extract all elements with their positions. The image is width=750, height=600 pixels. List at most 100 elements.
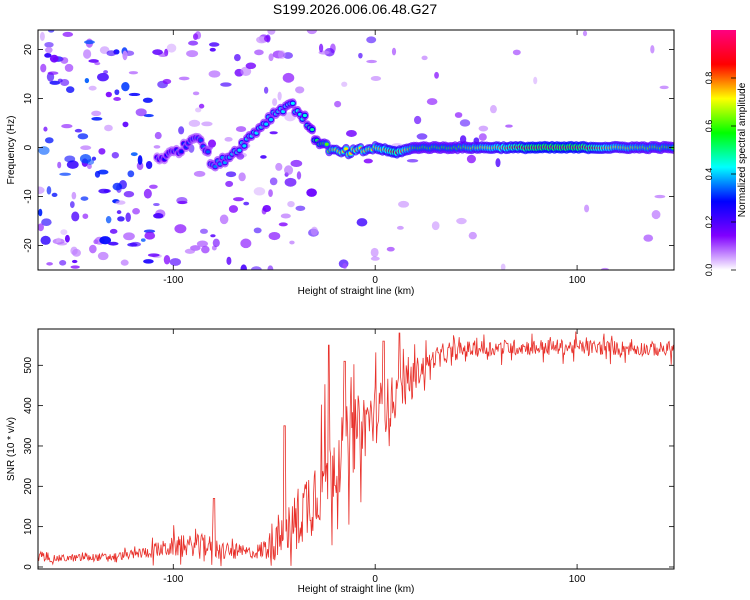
spectrogram-cell [57, 78, 63, 83]
spectrogram-cell [143, 188, 152, 199]
spectrogram-cell [263, 35, 271, 42]
spectrogram-cell [267, 265, 274, 270]
ridge-cell [264, 122, 269, 126]
spectrogram-cell [601, 267, 609, 270]
y-tick-label: 200 [23, 478, 34, 495]
spectrogram-cell [643, 234, 654, 242]
spectrogram-cell [582, 30, 588, 37]
spectrogram-cell [153, 202, 160, 207]
spectrogram-cell [275, 162, 283, 171]
spectrogram-cell [358, 52, 363, 59]
spectrogram-cell [123, 190, 135, 198]
spectrogram-cell [61, 123, 73, 129]
spectrogram-cell [193, 170, 206, 177]
colorbar-tick-label: 0.8 [704, 72, 714, 85]
y-tick-label: -10 [23, 189, 34, 204]
spectrogram-cell [66, 160, 79, 169]
spectrogram-cell [431, 221, 440, 231]
spectrogram-cell [149, 184, 158, 189]
spectrogram-cell [66, 86, 75, 93]
spectrogram-cell [40, 235, 51, 245]
spectrogram-cell [162, 78, 172, 85]
spectrogram-cell [212, 238, 220, 248]
spectrogram-cell [154, 131, 162, 140]
spectrogram-cell [296, 171, 302, 180]
spectrogram-cell [406, 158, 419, 163]
spectrogram-cell [120, 259, 129, 266]
spectrogram-cell [277, 50, 286, 60]
colorbar-tick-label: 0.6 [704, 120, 714, 133]
spectrogram-cell [94, 61, 101, 66]
spectrogram-cell [91, 116, 103, 121]
spectrogram-cell [64, 63, 74, 72]
spectrogram-cell [512, 49, 521, 56]
spectrogram-x-label: Height of straight line (km) [298, 286, 415, 297]
spectrogram-cell [188, 119, 201, 127]
x-tick-label: 0 [372, 574, 378, 585]
spectrogram-cell [112, 182, 123, 191]
colorbar-tick-label: 0.2 [704, 216, 714, 229]
spectrogram-cell [71, 191, 77, 200]
spectrogram-cell [64, 155, 76, 163]
x-tick-label: -100 [163, 275, 183, 286]
spectrogram-cell [263, 86, 269, 94]
spectrogram-cell [177, 200, 188, 205]
ridge-cell [198, 138, 203, 142]
spectrogram-cell [289, 240, 295, 245]
spectrogram-cell [386, 246, 395, 252]
spectrogram-cell [125, 212, 131, 222]
spectrogram-cell [284, 177, 297, 187]
ridge-cell [344, 147, 349, 151]
spectrogram-cell [220, 82, 232, 87]
ridge-cell [290, 101, 295, 105]
spectrogram-y-label: Frequency (Hz) [6, 116, 17, 185]
spectrogram-cell [225, 171, 237, 178]
spectrogram-cell [38, 186, 45, 195]
spectrogram-cell [143, 229, 156, 234]
spectrogram-cell [122, 121, 129, 128]
spectrogram-cell [201, 121, 213, 127]
snr-frame [37, 328, 675, 570]
spectrogram-cell [79, 154, 92, 164]
spectrogram-cell [370, 256, 380, 261]
spectrogram-cell [186, 50, 199, 58]
spectrogram-cell [77, 133, 89, 140]
spectrogram-cell [105, 91, 112, 98]
snr-panel: -100 0 100 0 100 200 300 400 500 Height of stra… [6, 328, 675, 595]
spectrogram-cell [219, 214, 229, 225]
ridge-cell [310, 127, 315, 132]
spectrogram-cell [91, 110, 102, 117]
spectrogram-cell [87, 163, 92, 170]
spectrogram-cell [178, 76, 190, 81]
spectrogram-cell [153, 213, 164, 219]
spectrogram-cell [478, 125, 489, 132]
ridge-cell [302, 113, 307, 118]
spectrogram-frame [37, 29, 675, 271]
spectrogram-cell [478, 133, 487, 141]
spectrogram-cell [109, 228, 118, 234]
snr-y-ticks: 0 100 200 300 400 500 [23, 357, 674, 570]
snr-x-label: Height of straight line (km) [298, 584, 415, 595]
spectrogram-cell [107, 241, 119, 246]
spectrogram-cell [210, 234, 216, 238]
spectrogram-cell [426, 98, 438, 106]
y-tick-label: 0 [23, 564, 34, 570]
x-tick-label: 100 [569, 574, 586, 585]
spectrogram-cell [43, 126, 48, 132]
spectrogram-cell [39, 31, 45, 41]
spectrogram-cell [71, 211, 80, 222]
spectrogram-cell [268, 189, 273, 197]
spectrogram-cell [654, 194, 666, 199]
spectrogram-cell [196, 240, 209, 248]
spectrogram-cell [59, 172, 72, 176]
spectrogram-cell [277, 91, 282, 101]
ridge-cell [206, 150, 211, 154]
spectrogram-cell [396, 225, 404, 230]
spectrogram-cell [533, 76, 538, 85]
spectrogram-cell [103, 70, 109, 74]
spectrogram-cell [178, 126, 185, 135]
colorbar-tick-label: 0.0 [704, 264, 714, 277]
spectrogram-cell [82, 213, 89, 219]
spectrogram-cell [240, 238, 252, 249]
